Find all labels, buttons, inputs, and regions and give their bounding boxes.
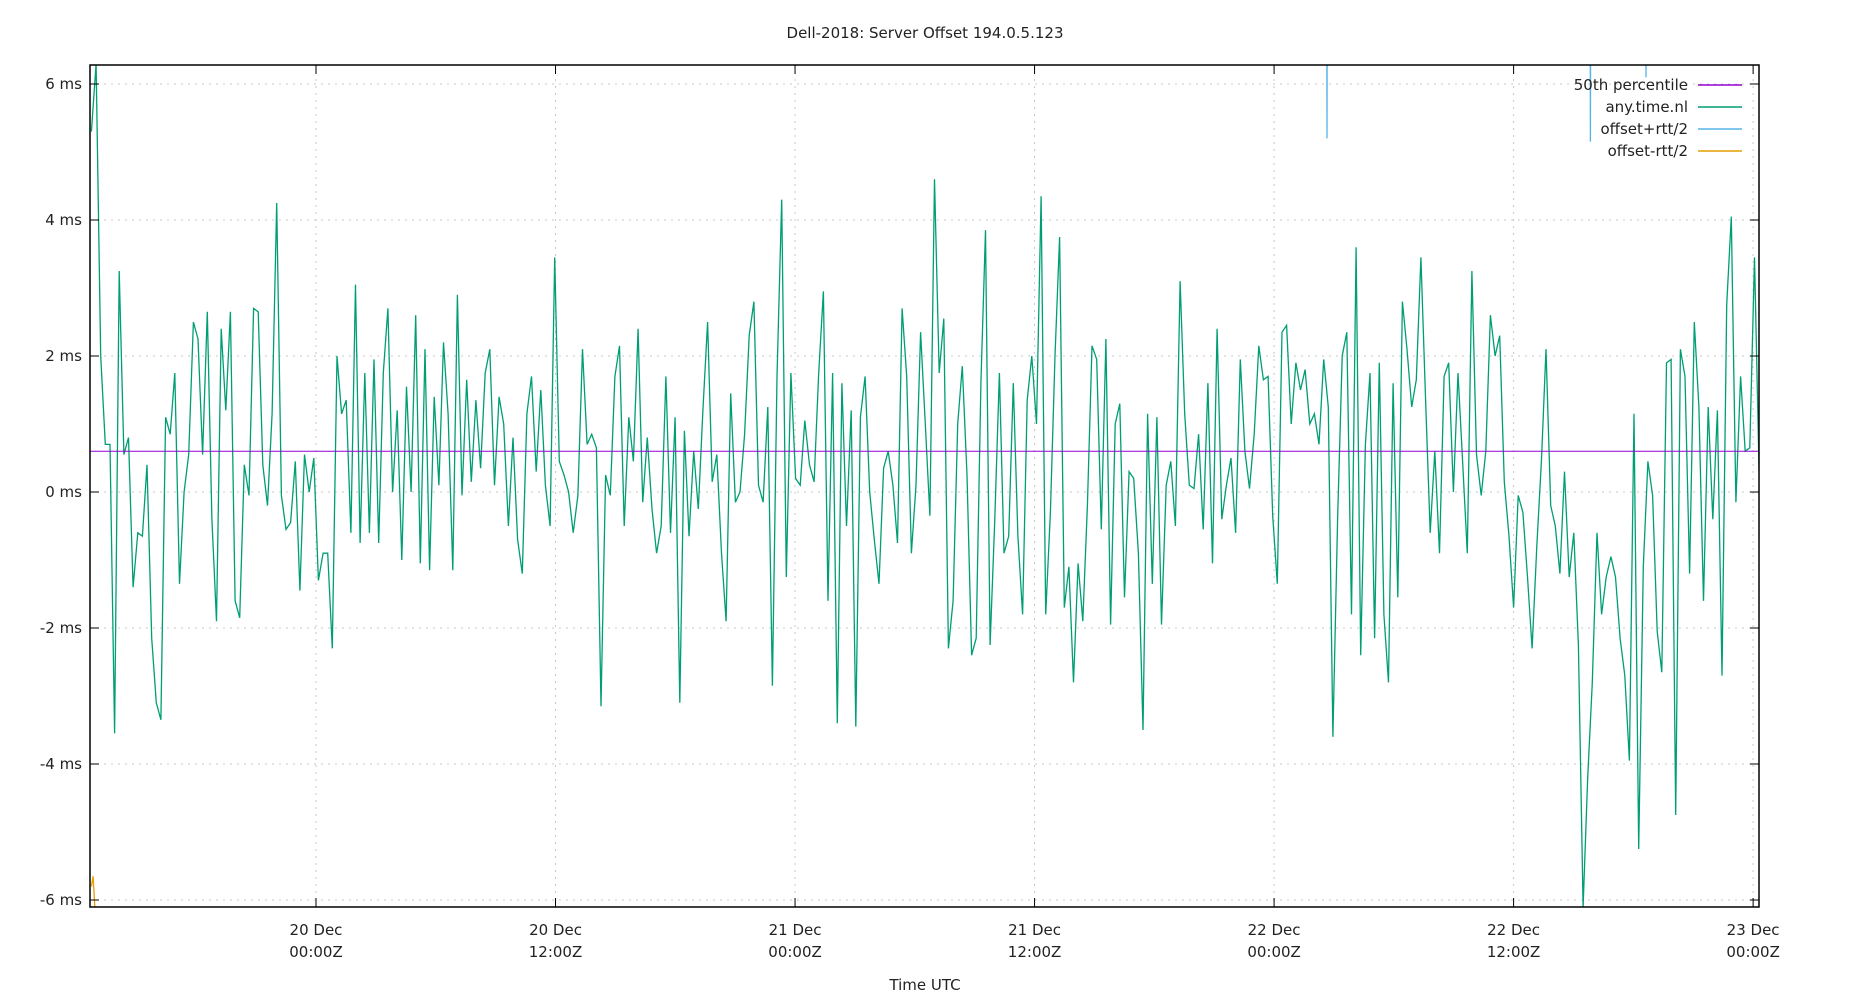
x-tick-label-date: 22 Dec: [1487, 921, 1540, 939]
x-axis: 20 Dec 00:00Z 20 Dec 12:00Z 21 Dec 00:00Z 21 D…: [289, 65, 1780, 961]
legend: 50th percentile any.time.nl offset+rtt/2 of…: [1574, 76, 1742, 160]
x-tick-label-date: 21 Dec: [769, 921, 822, 939]
series-line-offset-rtt-2: [90, 876, 96, 907]
x-tick-label-time: 12:00Z: [1487, 943, 1541, 961]
y-tick-label: -4 ms: [40, 755, 82, 773]
legend-label: 50th percentile: [1574, 76, 1688, 94]
y-tick-label: -2 ms: [40, 619, 82, 637]
chart-title: Dell-2018: Server Offset 194.0.5.123: [787, 24, 1064, 42]
legend-label: any.time.nl: [1605, 98, 1688, 116]
y-tick-label: -6 ms: [40, 891, 82, 909]
plot-frame: [89, 64, 1760, 908]
x-axis-label: Time UTC: [888, 976, 960, 994]
x-tick-label-time: 12:00Z: [1008, 943, 1062, 961]
x-tick-label-time: 00:00Z: [1247, 943, 1301, 961]
series-line-offset-rtt-2: [1326, 65, 1647, 142]
legend-label: offset-rtt/2: [1608, 142, 1688, 160]
x-tick-label-date: 20 Dec: [290, 921, 343, 939]
y-tick-label: 4 ms: [45, 211, 82, 229]
x-tick-label-date: 23 Dec: [1727, 921, 1780, 939]
y-axis: 6 ms 4 ms 2 ms 0 ms -2 ms -4 ms -6 ms: [40, 75, 1759, 909]
legend-label: offset+rtt/2: [1600, 120, 1688, 138]
x-tick-label-time: 00:00Z: [289, 943, 343, 961]
x-tick-label-date: 22 Dec: [1248, 921, 1301, 939]
x-tick-label-time: 00:00Z: [768, 943, 822, 961]
y-tick-label: 6 ms: [45, 75, 82, 93]
x-tick-label-time: 00:00Z: [1726, 943, 1780, 961]
x-tick-label-time: 12:00Z: [529, 943, 583, 961]
series-line-any-time-nl: [90, 65, 1759, 907]
grid: [90, 65, 1759, 907]
series-layer: [90, 65, 1759, 907]
y-tick-label: 0 ms: [45, 483, 82, 501]
x-tick-label-date: 20 Dec: [529, 921, 582, 939]
x-tick-label-date: 21 Dec: [1008, 921, 1061, 939]
y-tick-label: 2 ms: [45, 347, 82, 365]
